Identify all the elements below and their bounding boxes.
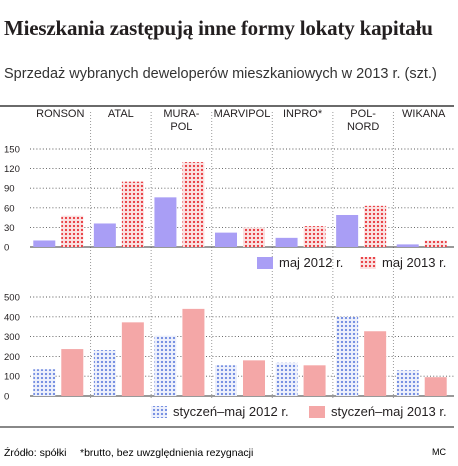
bottom-bar-a <box>215 365 237 396</box>
credit-label: MC <box>432 447 446 457</box>
bottom-bar-a <box>396 370 419 396</box>
bottom-tick-label: 100 <box>4 372 20 383</box>
bottom-bar-b <box>424 377 447 396</box>
bottom-tick-label: 400 <box>4 312 20 323</box>
top-tick-label: 90 <box>4 184 15 195</box>
category-label: ATAL <box>108 108 134 120</box>
top-bar-a <box>215 232 237 247</box>
bottom-bar-b <box>121 322 144 396</box>
legend-maj-2012-swatch <box>257 257 273 269</box>
top-bar-a <box>396 244 419 247</box>
bottom-bar-b <box>182 308 205 396</box>
legend-sty-2013-swatch <box>309 406 325 418</box>
bottom-bar-a <box>154 335 177 396</box>
legend-sty-2013-label: styczeń–maj 2013 r. <box>331 404 447 419</box>
bottom-bar-b <box>303 365 326 396</box>
top-tick-label: 0 <box>4 243 9 254</box>
top-bar-b <box>182 162 205 247</box>
bottom-tick-label: 0 <box>4 392 9 403</box>
bottom-bar-b <box>364 331 387 396</box>
legend-sty-2012-swatch <box>151 406 167 418</box>
bottom-bar-a <box>93 350 116 396</box>
top-bar-b <box>243 227 265 247</box>
category-label: POL-NORD <box>347 108 379 133</box>
bottom-tick-label: 500 <box>4 293 20 304</box>
legend-maj-2013-label: maj 2013 r. <box>382 255 446 270</box>
top-bar-b <box>303 226 326 247</box>
footnote: *brutto, bez uwzględnienia rezygnacji <box>80 447 253 459</box>
top-bar-b <box>424 240 447 247</box>
top-tick-label: 120 <box>4 164 20 175</box>
top-tick-label: 150 <box>4 145 20 156</box>
bottom-tick-label: 200 <box>4 352 20 363</box>
category-label: RONSON <box>36 108 84 120</box>
category-label: MARVIPOL <box>214 108 271 120</box>
top-bar-a <box>93 223 116 247</box>
top-tick-label: 30 <box>4 223 15 234</box>
category-label: INPRO* <box>283 108 323 120</box>
category-label: WIKANA <box>402 108 446 120</box>
top-bar-a <box>275 237 298 247</box>
bottom-tick-label: 300 <box>4 332 20 343</box>
bottom-bar-a <box>33 369 56 396</box>
chart-subtitle: Sprzedaż wybranych deweloperów mieszkani… <box>4 66 437 82</box>
category-label: MURA-POL <box>163 108 199 133</box>
bottom-bar-a <box>336 316 359 396</box>
top-bar-b <box>121 181 144 247</box>
top-bar-a <box>336 214 359 247</box>
legend-sty-2012-label: styczeń–maj 2012 r. <box>173 404 289 419</box>
top-bar-a <box>154 197 177 247</box>
bottom-bar-b <box>243 360 265 396</box>
bottom-bar-b <box>61 349 84 396</box>
bottom-bar-a <box>275 362 298 396</box>
chart-title: Mieszkania zastępują inne formy lokaty k… <box>4 16 433 40</box>
top-tick-label: 60 <box>4 203 15 214</box>
top-bar-a <box>33 240 56 247</box>
top-bar-b <box>364 205 387 247</box>
source-note: Źródło: spółki <box>4 446 66 459</box>
legend-maj-2012-label: maj 2012 r. <box>279 255 343 270</box>
top-bar-b <box>61 215 84 247</box>
legend-maj-2013-swatch <box>360 257 376 269</box>
